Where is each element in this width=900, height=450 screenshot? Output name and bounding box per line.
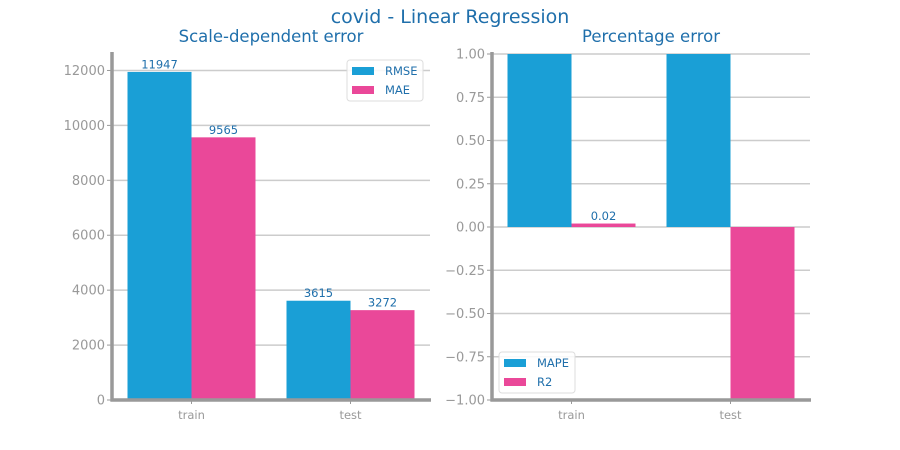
bar-r2-train	[571, 223, 636, 227]
y-tick-label: −0.75	[445, 350, 485, 365]
x-tick-label-train: train	[178, 408, 205, 422]
y-tick-label: 12000	[64, 64, 105, 79]
y-tick-label: −0.25	[445, 264, 485, 279]
y-tick-label: 0.00	[456, 221, 485, 236]
data-label-mae-train: 9565	[209, 123, 238, 137]
y-tick-label: 0.25	[456, 177, 485, 192]
data-label-rmse-train: 11947	[141, 57, 178, 71]
y-tick-label: 6000	[72, 229, 105, 244]
legend-label-r2: R2	[537, 375, 552, 389]
bar-mape-test	[666, 54, 731, 227]
y-tick-label: 2000	[72, 339, 105, 354]
bar-r2-test	[730, 227, 795, 400]
legend-swatch-mae	[352, 86, 374, 94]
chart-panel-2: −1.00 −0.75 −0.50 −0.25 0.00 0.25 0.50 0.75 1.00…	[445, 27, 811, 422]
bar-mae-train	[191, 137, 256, 401]
bar-mae-test	[350, 310, 415, 400]
y-tick-label: −0.50	[445, 307, 485, 322]
y-tick-label: 0.75	[456, 91, 485, 106]
data-label-mae-test: 3272	[368, 296, 397, 310]
x-tick-label-test: test	[339, 408, 362, 422]
data-label-rmse-test: 3615	[304, 286, 333, 300]
legend-label-mae: MAE	[385, 83, 410, 97]
legend-label-rmse: RMSE	[385, 64, 417, 78]
legend: MAPE R2	[498, 351, 576, 394]
chart-panel-1: 0 2000 4000 6000 8000 10000 12000 11947 9565 trai…	[64, 27, 431, 422]
x-tick-label-test: test	[719, 408, 742, 422]
y-tick-label: −1.00	[445, 394, 485, 409]
data-label-r2-train: 0.02	[591, 209, 617, 223]
legend: RMSE MAE	[346, 59, 424, 102]
y-tick-label: 1.00	[456, 48, 485, 63]
y-tick-label: 0.50	[456, 134, 485, 149]
legend-swatch-r2	[504, 378, 526, 386]
bar-mape-train	[507, 54, 572, 227]
x-tick-label-train: train	[558, 408, 585, 422]
bar-rmse-test	[286, 300, 351, 400]
y-tick-label: 0	[97, 394, 105, 409]
legend-swatch-mape	[504, 359, 526, 367]
y-tick-label: 10000	[64, 119, 105, 134]
y-tick-label: 4000	[72, 284, 105, 299]
legend-swatch-rmse	[352, 67, 374, 75]
figure-title: covid - Linear Regression	[330, 6, 570, 28]
panel-title: Percentage error	[582, 27, 720, 46]
y-tick-label: 8000	[72, 174, 105, 189]
legend-label-mape: MAPE	[537, 356, 569, 370]
bar-rmse-train	[127, 71, 192, 401]
panel-title: Scale-dependent error	[179, 27, 364, 46]
